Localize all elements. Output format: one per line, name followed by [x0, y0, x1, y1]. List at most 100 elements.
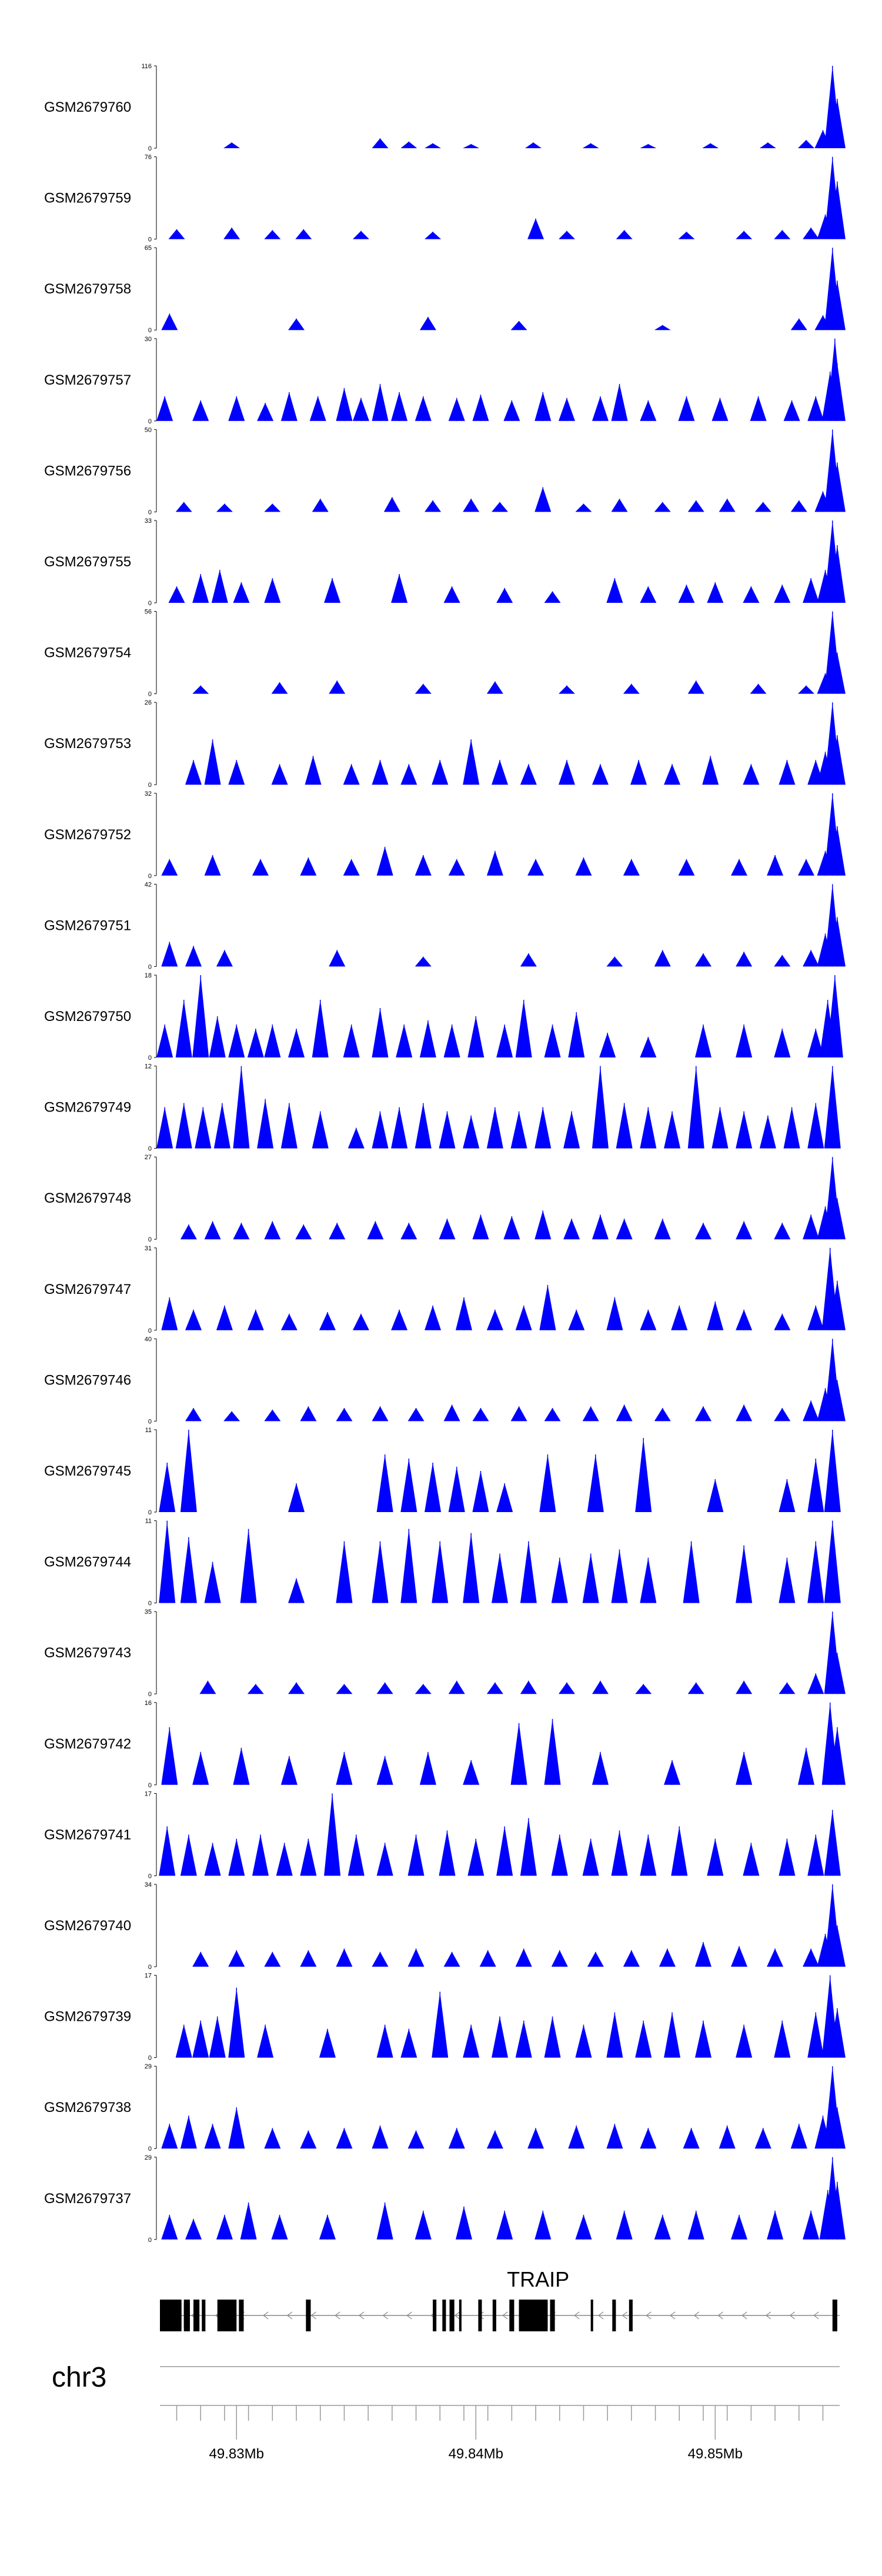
coverage-track-GSM2679744: GSM2679744 11 0	[44, 1518, 841, 1607]
coverage-area	[161, 1702, 846, 1785]
gene-exon	[306, 2300, 311, 2331]
track-ymin-label: 0	[148, 873, 152, 880]
coverage-track-GSM2679752: GSM2679752 32 0	[44, 790, 846, 880]
track-ymin-label: 0	[148, 2145, 152, 2153]
coverage-track-GSM2679748: GSM2679748 27 0	[44, 1154, 846, 1243]
coverage-area	[185, 1339, 846, 1422]
track-ymin-label: 0	[148, 1327, 152, 1334]
track-ymin-label: 0	[148, 1418, 152, 1425]
track-ymin-label: 0	[148, 1873, 152, 1880]
strand-chevron	[263, 2311, 269, 2320]
coverage-area	[175, 1975, 846, 2058]
coverage-area	[159, 1430, 841, 1512]
axis-major-tick-label: 49.84Mb	[449, 2446, 503, 2462]
gene-exon	[612, 2300, 616, 2331]
track-ymax-label: 35	[145, 1609, 152, 1616]
strand-chevron	[717, 2311, 723, 2320]
track-ymax-label: 11	[145, 1518, 152, 1525]
track-ymax-label: 17	[145, 1790, 152, 1797]
track-ymin-label: 0	[148, 327, 152, 334]
track-ymin-label: 0	[148, 509, 152, 516]
gene-exon	[442, 2300, 446, 2331]
track-ymin-label: 0	[148, 145, 152, 152]
track-ymin-label: 0	[148, 1691, 152, 1698]
track-label: GSM2679747	[44, 1282, 131, 1297]
track-label: GSM2679755	[44, 554, 131, 570]
coverage-area	[168, 520, 846, 603]
coverage-track-GSM2679741: GSM2679741 17 0	[44, 1790, 841, 1880]
strand-chevron	[454, 2311, 460, 2320]
track-label: GSM2679759	[44, 191, 131, 206]
track-label: GSM2679760	[44, 99, 131, 115]
gene-exon	[509, 2300, 514, 2331]
track-label: GSM2679758	[44, 281, 131, 297]
gene-exon	[239, 2300, 244, 2331]
track-ymin-label: 0	[148, 2055, 152, 2062]
strand-chevron	[765, 2311, 771, 2320]
track-ymax-label: 42	[145, 881, 152, 888]
track-label: GSM2679740	[44, 1918, 131, 1934]
track-label: GSM2679752	[44, 827, 131, 843]
coverage-area	[180, 1157, 846, 1240]
gene-exon	[832, 2300, 837, 2331]
strand-chevron	[358, 2311, 365, 2320]
gene-exon	[459, 2300, 462, 2331]
track-ymax-label: 29	[145, 2154, 152, 2161]
coverage-track-GSM2679754: GSM2679754 56 0	[44, 609, 846, 698]
coverage-area	[199, 1611, 846, 1694]
coverage-area	[161, 248, 846, 331]
coverage-area	[161, 793, 846, 876]
gene-exon	[449, 2300, 455, 2331]
gene-exon-coding	[519, 2303, 548, 2328]
coverage-area	[161, 884, 846, 967]
coverage-track-GSM2679750: GSM2679750 18 0	[44, 972, 843, 1062]
coverage-area	[192, 611, 846, 694]
track-label: GSM2679754	[44, 645, 131, 661]
axis-major-tick-label: 49.85Mb	[688, 2446, 743, 2462]
track-label: GSM2679751	[44, 917, 131, 933]
strand-chevron	[310, 2311, 316, 2320]
coverage-area	[168, 156, 846, 239]
coverage-track-GSM2679755: GSM2679755 33 0	[44, 518, 846, 607]
gene-exon-coding	[183, 2303, 190, 2328]
track-label: GSM2679753	[44, 736, 131, 752]
track-ymin-label: 0	[148, 1146, 152, 1153]
gene-exon	[478, 2300, 482, 2331]
track-label: GSM2679741	[44, 1827, 131, 1843]
coverage-area	[185, 702, 846, 785]
track-ymax-label: 65	[145, 245, 152, 252]
strand-chevron	[741, 2311, 747, 2320]
track-ymax-label: 50	[145, 426, 152, 433]
track-label: GSM2679738	[44, 2100, 131, 2115]
coverage-area	[161, 2157, 846, 2240]
track-label: GSM2679757	[44, 372, 131, 388]
coverage-track-GSM2679749: GSM2679749 12 0	[44, 1063, 841, 1153]
gene-exon	[193, 2300, 200, 2331]
coverage-track-GSM2679738: GSM2679738 29 0	[44, 2063, 846, 2153]
coverage-area	[175, 429, 846, 512]
track-ymin-label: 0	[148, 1236, 152, 1243]
track-ymin-label: 0	[148, 1964, 152, 1971]
gene-exon-coding	[160, 2303, 182, 2328]
track-ymax-label: 27	[145, 1154, 152, 1161]
axis-major-tick-label: 49.83Mb	[209, 2446, 264, 2462]
coverage-track-GSM2679759: GSM2679759 76 0	[44, 154, 846, 243]
track-ymin-label: 0	[148, 1055, 152, 1062]
coverage-area	[156, 975, 843, 1057]
coverage-track-GSM2679737: GSM2679737 29 0	[44, 2154, 846, 2244]
track-ymax-label: 76	[145, 154, 152, 161]
coverage-track-GSM2679753: GSM2679753 26 0	[44, 699, 846, 789]
track-label: GSM2679750	[44, 1009, 131, 1025]
track-ymin-label: 0	[148, 963, 152, 970]
track-ymin-label: 0	[148, 1782, 152, 1789]
track-ymin-label: 0	[148, 1509, 152, 1516]
coverage-track-GSM2679742: GSM2679742 16 0	[44, 1700, 846, 1789]
track-ymax-label: 40	[145, 1336, 152, 1343]
track-ymax-label: 26	[145, 699, 152, 706]
track-ymax-label: 11	[145, 1427, 152, 1434]
track-label: GSM2679739	[44, 2009, 131, 2025]
track-ymax-label: 56	[145, 609, 152, 616]
track-ymin-label: 0	[148, 600, 152, 607]
gene-exon	[590, 2300, 593, 2331]
